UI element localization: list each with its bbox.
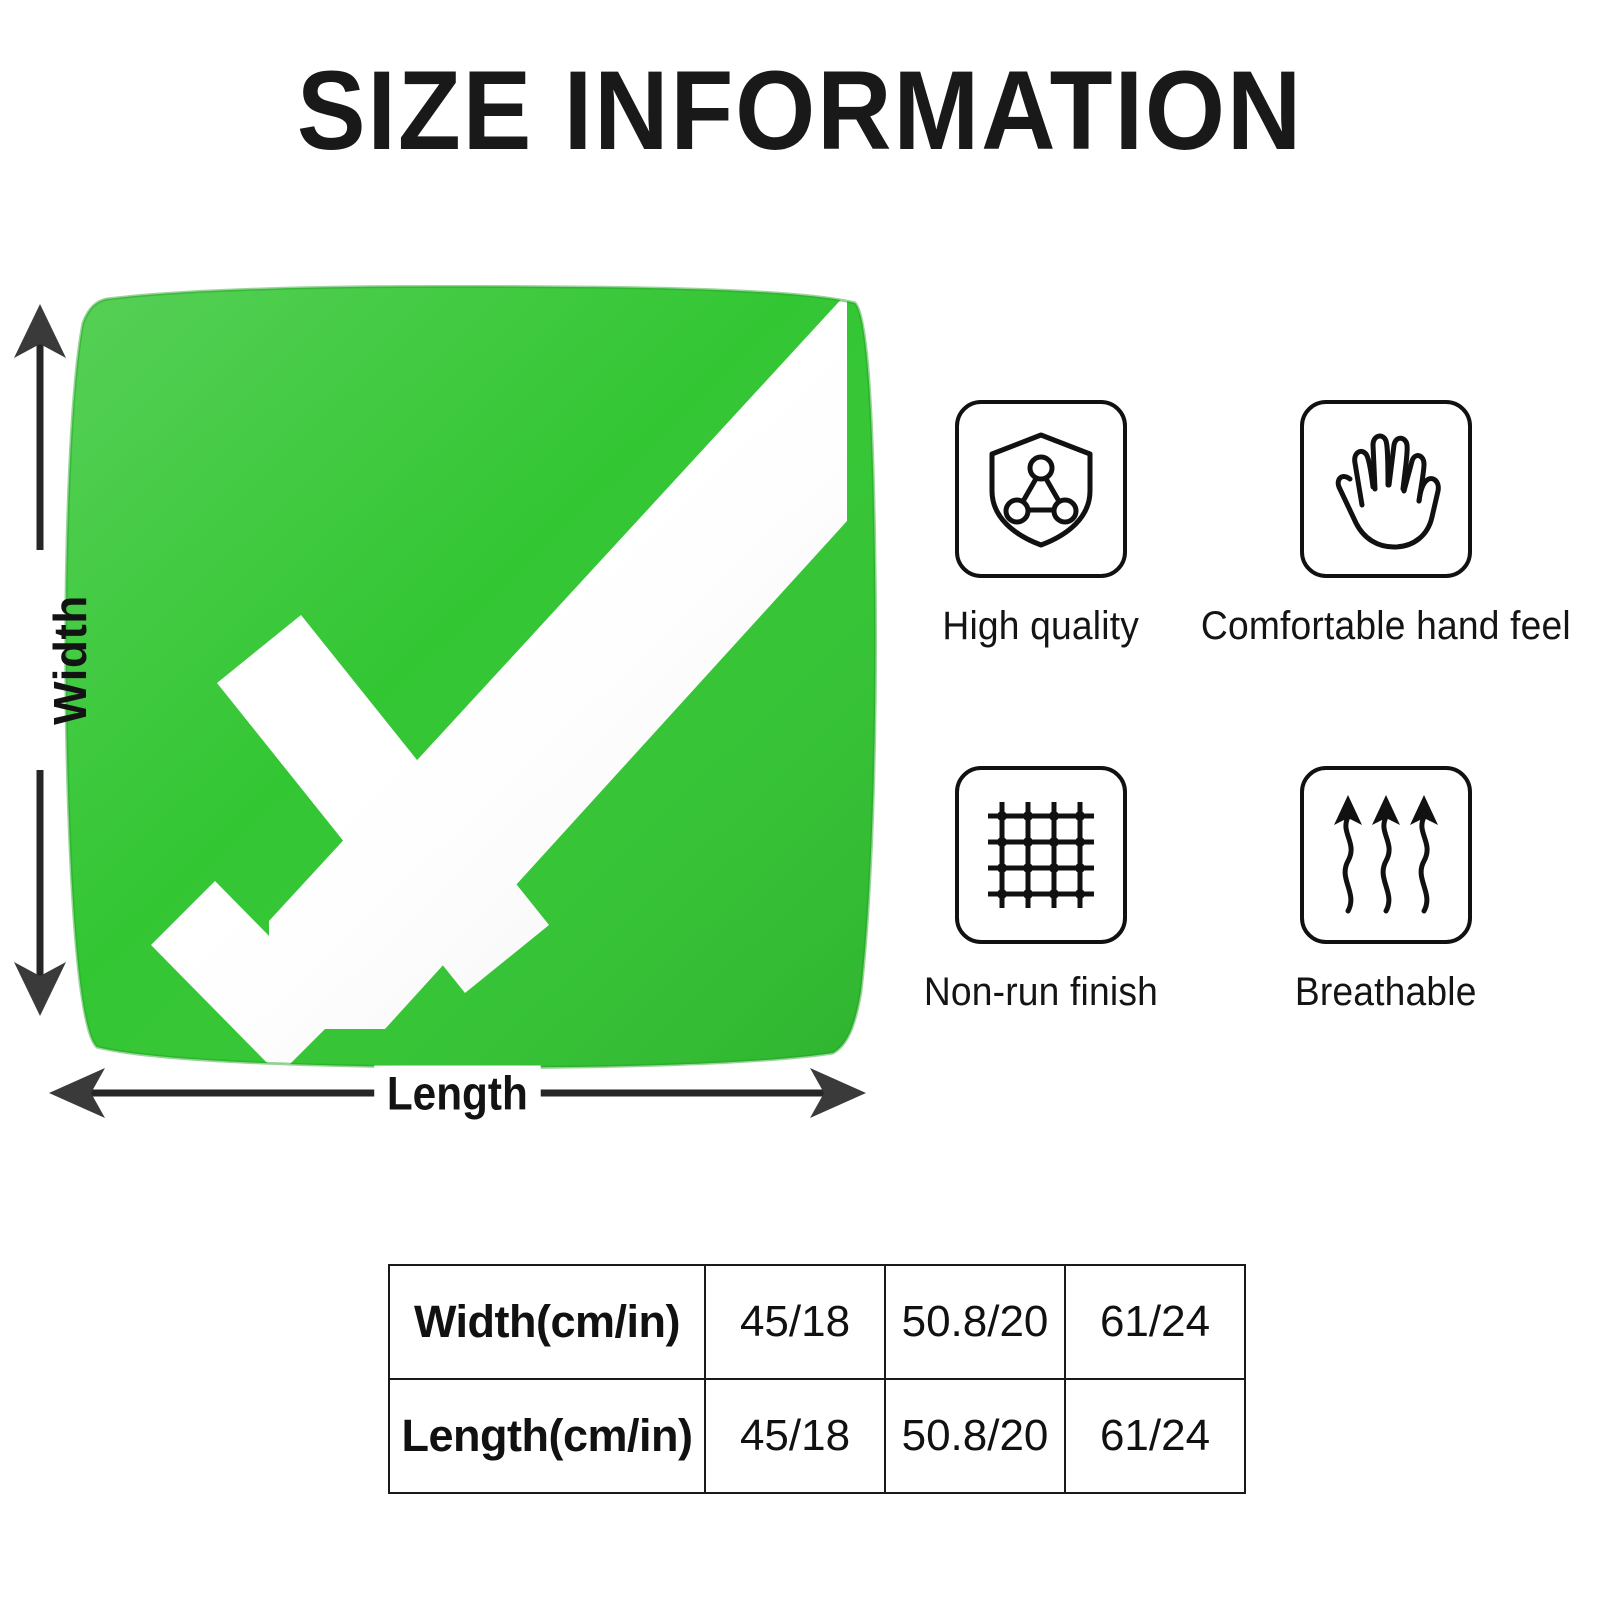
feature-item-breathable: Breathable <box>1187 766 1585 1090</box>
size-table: Width(cm/in) 45/18 50.8/20 61/24 Length(… <box>388 1264 1246 1494</box>
feature-item-comfortable-hand-feel: Comfortable hand feel <box>1187 400 1585 724</box>
row-label-length: Length(cm/in) <box>388 1378 706 1494</box>
feature-label: Non-run finish <box>924 970 1159 1014</box>
feature-item-non-run-finish: Non-run finish <box>905 766 1177 1090</box>
mesh-grid-icon <box>988 802 1095 908</box>
feature-item-high-quality: High quality <box>905 400 1177 724</box>
feature-grid: High quality <box>905 400 1585 1090</box>
cell-length-size-1: 45/18 <box>704 1378 886 1494</box>
table-row: Width(cm/in) 45/18 50.8/20 61/24 <box>388 1264 1246 1380</box>
shield-quality-icon <box>989 432 1093 548</box>
row-label-width: Width(cm/in) <box>388 1264 706 1380</box>
feature-icon-box <box>955 766 1128 944</box>
width-dimension-arrow: Width <box>8 300 96 1020</box>
pillow-body <box>65 286 876 1068</box>
product-image <box>55 285 885 1075</box>
cell-width-size-2: 50.8/20 <box>884 1264 1066 1380</box>
feature-icon-box <box>1300 766 1473 944</box>
pillow-illustration <box>64 285 877 1069</box>
length-arrow-icon <box>49 1068 866 1118</box>
feature-label: Comfortable hand feel <box>1201 604 1572 648</box>
page-title: SIZE INFORMATION <box>296 48 1304 173</box>
cell-length-size-3: 61/24 <box>1064 1378 1246 1494</box>
length-dimension-arrow: Length <box>45 1062 870 1124</box>
feature-icon-box <box>955 400 1128 578</box>
open-hand-icon <box>1335 433 1441 550</box>
cell-length-size-2: 50.8/20 <box>884 1378 1066 1494</box>
width-arrow-icon <box>14 304 66 1016</box>
feature-label: High quality <box>942 604 1140 648</box>
cell-width-size-1: 45/18 <box>704 1264 886 1380</box>
feature-icon-box <box>1300 400 1473 578</box>
table-row: Length(cm/in) 45/18 50.8/20 61/24 <box>388 1378 1246 1494</box>
width-label: Width <box>44 595 96 725</box>
airflow-arrows-icon <box>1334 795 1439 914</box>
feature-label: Breathable <box>1295 970 1478 1014</box>
cell-width-size-3: 61/24 <box>1064 1264 1246 1380</box>
